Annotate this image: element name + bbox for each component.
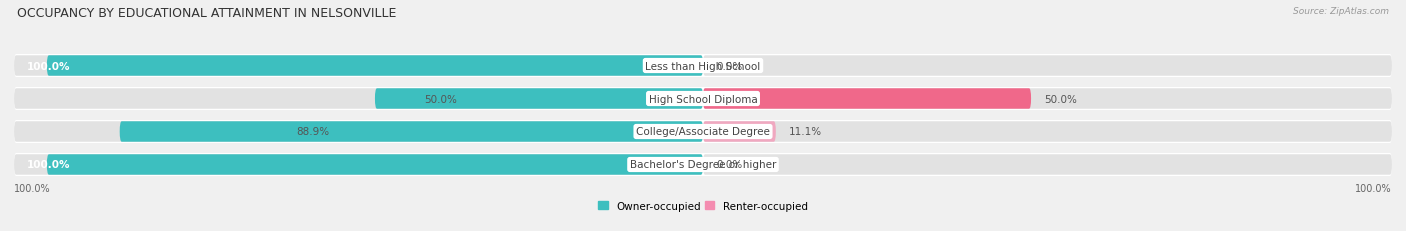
Text: 100.0%: 100.0% — [27, 160, 70, 170]
FancyBboxPatch shape — [46, 56, 703, 76]
FancyBboxPatch shape — [14, 55, 1392, 78]
Text: 11.1%: 11.1% — [789, 127, 823, 137]
FancyBboxPatch shape — [14, 88, 1392, 111]
FancyBboxPatch shape — [46, 155, 703, 175]
FancyBboxPatch shape — [375, 89, 703, 109]
Text: Source: ZipAtlas.com: Source: ZipAtlas.com — [1294, 7, 1389, 16]
Text: 88.9%: 88.9% — [297, 127, 329, 137]
Legend: Owner-occupied, Renter-occupied: Owner-occupied, Renter-occupied — [599, 201, 807, 211]
FancyBboxPatch shape — [14, 153, 1392, 176]
FancyBboxPatch shape — [120, 122, 703, 142]
Text: High School Diploma: High School Diploma — [648, 94, 758, 104]
Text: OCCUPANCY BY EDUCATIONAL ATTAINMENT IN NELSONVILLE: OCCUPANCY BY EDUCATIONAL ATTAINMENT IN N… — [17, 7, 396, 20]
FancyBboxPatch shape — [703, 122, 1392, 142]
Text: 100.0%: 100.0% — [14, 183, 51, 193]
Text: Bachelor's Degree or higher: Bachelor's Degree or higher — [630, 160, 776, 170]
Text: 0.0%: 0.0% — [716, 61, 742, 71]
FancyBboxPatch shape — [14, 155, 703, 175]
Text: 50.0%: 50.0% — [1045, 94, 1077, 104]
Text: Less than High School: Less than High School — [645, 61, 761, 71]
FancyBboxPatch shape — [703, 56, 1392, 76]
FancyBboxPatch shape — [14, 120, 1392, 143]
Text: 0.0%: 0.0% — [716, 160, 742, 170]
Text: 50.0%: 50.0% — [425, 94, 457, 104]
FancyBboxPatch shape — [703, 89, 1392, 109]
Text: College/Associate Degree: College/Associate Degree — [636, 127, 770, 137]
FancyBboxPatch shape — [703, 155, 1392, 175]
FancyBboxPatch shape — [14, 89, 703, 109]
FancyBboxPatch shape — [14, 56, 703, 76]
FancyBboxPatch shape — [703, 122, 776, 142]
FancyBboxPatch shape — [703, 89, 1031, 109]
Text: 100.0%: 100.0% — [27, 61, 70, 71]
Text: 100.0%: 100.0% — [1355, 183, 1392, 193]
FancyBboxPatch shape — [14, 122, 703, 142]
